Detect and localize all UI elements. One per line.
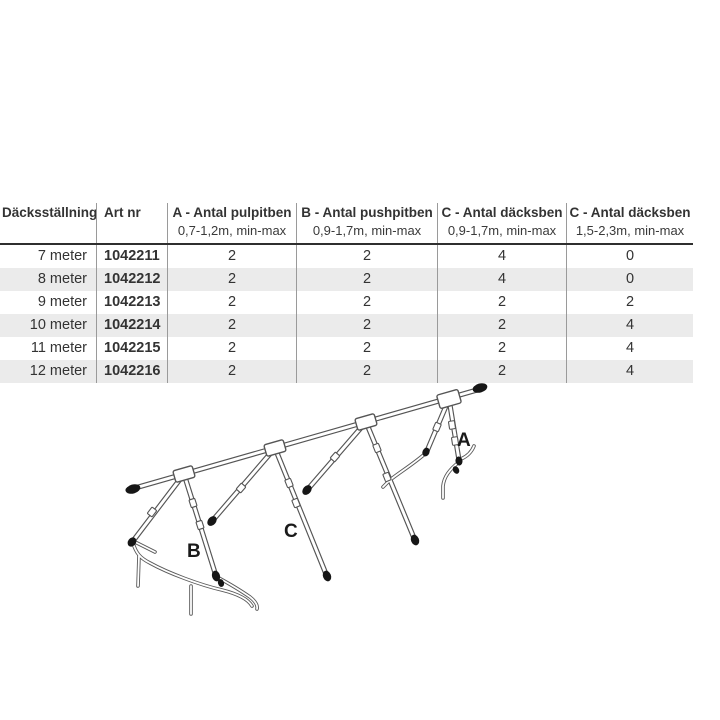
cell-c1-count: 4	[438, 268, 567, 291]
cell-b-count: 2	[297, 337, 438, 360]
header-cell-art-nr: Art nr	[97, 203, 168, 243]
column-title: B - Antal pushpitben	[301, 205, 433, 220]
cell-length: 7 meter	[0, 245, 97, 268]
label-c-daecksben: C	[284, 521, 298, 542]
column-subtitle: 0,9-1,7m, min-max	[447, 223, 557, 238]
end-caps-and-feet	[125, 383, 488, 587]
cell-art-nr: 1042213	[97, 291, 168, 314]
header-cell-daecksben-short: C - Antal däcksben 0,9-1,7m, min-max	[438, 203, 567, 243]
cell-a-count: 2	[168, 360, 297, 383]
column-title: Art nr	[104, 205, 141, 220]
cell-c2-count: 4	[625, 363, 635, 379]
stand-tubes	[128, 388, 484, 616]
cell-a-count: 2	[168, 245, 297, 268]
cell-art-nr: 1042216	[97, 360, 168, 383]
cell-b-count: 2	[297, 291, 438, 314]
table-row: 7 meter 1042211 2 2 4 0	[0, 245, 693, 268]
cell-b-count: 2	[297, 360, 438, 383]
cell-length: 8 meter	[0, 268, 97, 291]
cell-length: 11 meter	[0, 337, 97, 360]
table-row: 11 meter 1042215 2 2 2 4	[0, 337, 693, 360]
label-a-pulpitben: A	[457, 430, 471, 451]
cell-c2-count: 4	[625, 340, 635, 356]
table-row: 10 meter 1042214 2 2 2 4	[0, 314, 693, 337]
cell-c1-count: 2	[438, 291, 567, 314]
cell-c1-count: 2	[438, 337, 567, 360]
cell-c1-count: 2	[438, 314, 567, 337]
cell-b-count: 2	[297, 314, 438, 337]
column-title: Däcksställning	[2, 205, 97, 220]
header-cell-pulpitben: A - Antal pulpitben 0,7-1,2m, min-max	[168, 203, 297, 243]
cell-b-count: 2	[297, 245, 438, 268]
header-cell-daecksben-long: C - Antal däcksben 1,5-2,3m, min-max	[567, 203, 693, 243]
cell-c2-count: 0	[625, 271, 635, 287]
part-labels: A B C	[187, 430, 471, 562]
cell-art-nr: 1042214	[97, 314, 168, 337]
header-cell-daecksstaellning: Däcksställning	[0, 203, 97, 243]
cell-length: 12 meter	[0, 360, 97, 383]
cell-length: 10 meter	[0, 314, 97, 337]
cell-b-count: 2	[297, 268, 438, 291]
column-title: C - Antal däcksben	[441, 205, 563, 220]
table-row: 12 meter 1042216 2 2 2 4	[0, 360, 693, 383]
cell-c2-count: 4	[625, 317, 635, 333]
cell-c2-count: 0	[625, 248, 635, 264]
deck-stand-diagram: A B C	[0, 383, 488, 616]
cell-art-nr: 1042211	[97, 245, 168, 268]
cell-a-count: 2	[168, 291, 297, 314]
cell-a-count: 2	[168, 268, 297, 291]
column-subtitle: 0,7-1,2m, min-max	[177, 223, 287, 238]
deck-stand-spec-table: Däcksställning Art nr A - Antal pulpitbe…	[0, 203, 693, 383]
column-title: C - Antal däcksben	[569, 205, 691, 220]
table-row: 8 meter 1042212 2 2 4 0	[0, 268, 693, 291]
column-subtitle: 0,9-1,7m, min-max	[312, 223, 422, 238]
header-cell-pushpitben: B - Antal pushpitben 0,9-1,7m, min-max	[297, 203, 438, 243]
cell-c2-count: 2	[625, 294, 635, 310]
column-subtitle: 1,5-2,3m, min-max	[575, 223, 685, 238]
cell-art-nr: 1042212	[97, 268, 168, 291]
cell-a-count: 2	[168, 314, 297, 337]
cell-a-count: 2	[168, 337, 297, 360]
cell-c1-count: 4	[438, 245, 567, 268]
column-title: A - Antal pulpitben	[172, 205, 292, 220]
beam-joint-sleeves	[172, 389, 462, 483]
cell-art-nr: 1042215	[97, 337, 168, 360]
label-b-pushpitben: B	[187, 541, 201, 562]
cell-c1-count: 2	[438, 360, 567, 383]
table-row: 9 meter 1042213 2 2 2 2	[0, 291, 693, 314]
table-header-row: Däcksställning Art nr A - Antal pulpitbe…	[0, 203, 693, 245]
telescope-collars	[147, 420, 459, 531]
cell-length: 9 meter	[0, 291, 97, 314]
